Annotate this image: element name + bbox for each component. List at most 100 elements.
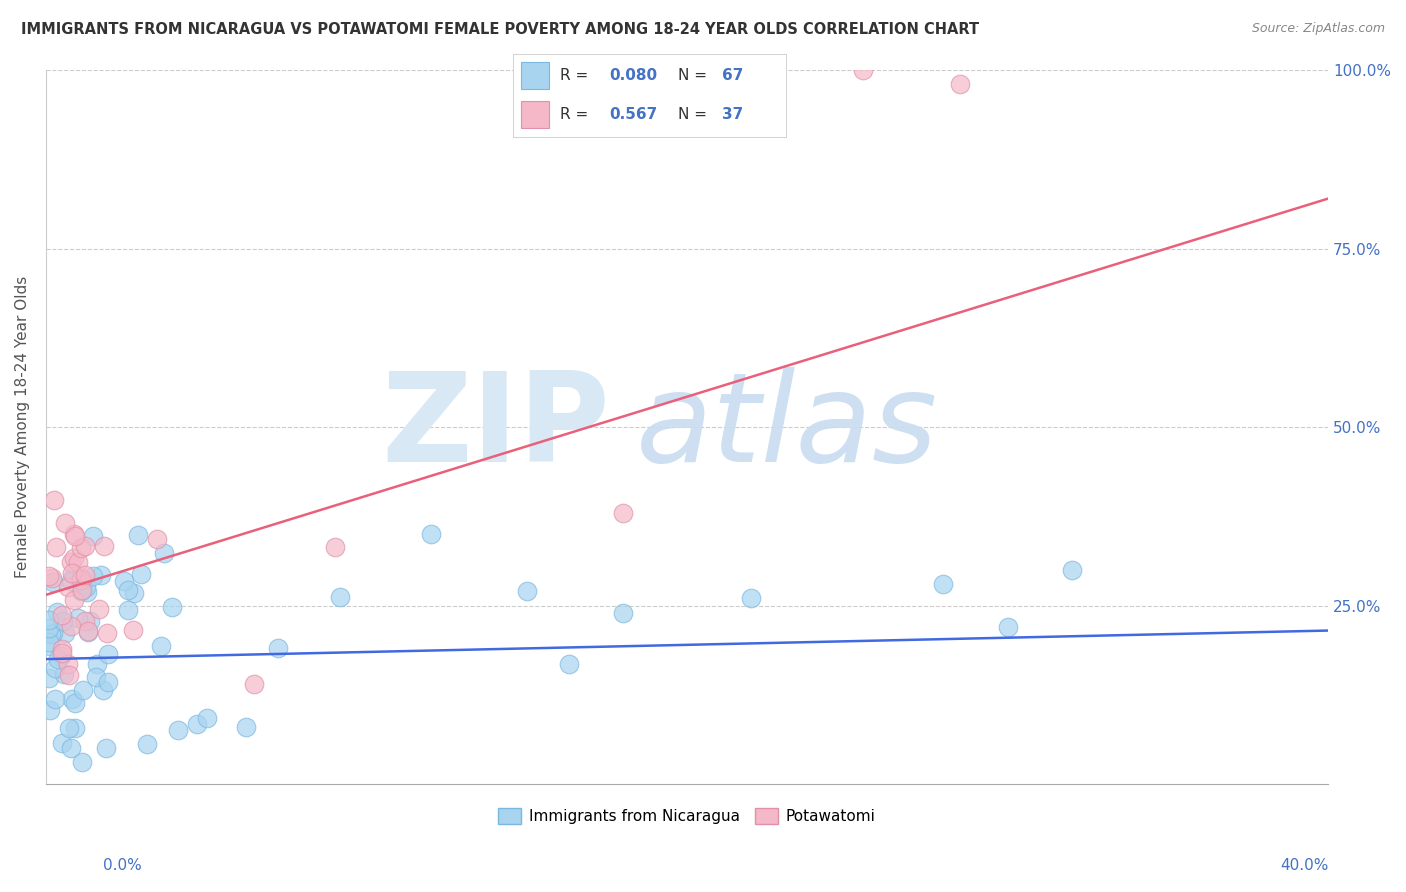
Text: 40.0%: 40.0% (1281, 858, 1329, 872)
Point (73, 614, 96, 628)
Legend: Immigrants from Nicaragua, Potawatomi: Immigrants from Nicaragua, Potawatomi (492, 802, 882, 830)
Point (72, 574, 94, 589)
Point (122, 624, 145, 638)
Point (612, 506, 634, 520)
Point (112, 574, 135, 588)
Point (127, 528, 149, 542)
Text: atlas: atlas (636, 367, 938, 488)
Point (84, 670, 107, 684)
Point (75, 580, 97, 594)
Point (740, 591, 762, 606)
Point (63, 526, 86, 541)
Point (45, 541, 67, 555)
Point (136, 737, 159, 751)
Point (46, 606, 69, 620)
Point (82, 569, 104, 583)
Point (75, 568, 97, 582)
Point (96, 626, 118, 640)
Text: IMMIGRANTS FROM NICARAGUA VS POTAWATOMI FEMALE POVERTY AMONG 18-24 YEAR OLDS COR: IMMIGRANTS FROM NICARAGUA VS POTAWATOMI … (21, 22, 979, 37)
Point (52, 667, 75, 681)
Point (89, 602, 111, 616)
Text: Source: ZipAtlas.com: Source: ZipAtlas.com (1251, 22, 1385, 36)
Point (70, 541, 93, 555)
Point (69, 584, 91, 599)
Point (153, 546, 176, 560)
Point (60, 555, 83, 569)
Point (93, 539, 115, 553)
Point (612, 606, 634, 620)
Point (51, 641, 73, 656)
Point (558, 657, 581, 672)
Point (79, 614, 101, 628)
Point (76, 585, 98, 599)
FancyBboxPatch shape (513, 54, 787, 138)
Point (62, 550, 84, 565)
Point (932, 577, 955, 591)
Point (86, 657, 108, 672)
Point (323, 540, 346, 554)
Point (516, 584, 538, 599)
Text: N =: N = (678, 68, 711, 83)
Point (62, 592, 84, 607)
Point (76, 625, 98, 640)
Point (70, 755, 93, 769)
Point (60, 566, 83, 581)
Point (96, 740, 118, 755)
Point (77, 624, 100, 638)
Point (56, 580, 79, 594)
Point (59, 619, 82, 633)
Point (149, 639, 172, 653)
Point (243, 677, 266, 691)
Point (131, 567, 153, 582)
Point (63, 568, 86, 582)
Point (70, 571, 93, 585)
Point (39, 703, 62, 717)
Point (46, 651, 69, 665)
Point (59, 740, 82, 755)
Point (97, 647, 120, 661)
Point (160, 600, 183, 615)
Text: N =: N = (678, 107, 711, 122)
Point (67, 610, 90, 624)
Point (38, 635, 60, 649)
Text: R =: R = (560, 68, 593, 83)
Point (235, 720, 257, 734)
Point (66, 555, 89, 569)
Point (41, 626, 63, 640)
Point (329, 591, 352, 605)
Text: 37: 37 (721, 107, 742, 122)
Point (82, 528, 104, 542)
Point (44, 492, 66, 507)
Point (267, 640, 290, 655)
Point (58, 721, 80, 735)
Point (166, 723, 188, 738)
Text: 67: 67 (721, 68, 742, 83)
Point (38, 569, 60, 583)
Point (91, 682, 114, 697)
Point (69, 573, 91, 587)
Point (117, 583, 139, 598)
Point (38, 621, 60, 635)
Point (70, 582, 93, 597)
Point (53, 516, 76, 530)
Point (122, 586, 145, 600)
Text: 0.567: 0.567 (609, 107, 658, 122)
Point (90, 567, 112, 582)
Point (44, 692, 66, 706)
Point (49, 648, 72, 663)
Point (75, 539, 97, 553)
Point (51, 737, 73, 751)
Bar (522, 101, 548, 128)
Point (58, 668, 80, 682)
Point (41, 571, 63, 585)
Point (72, 682, 94, 697)
Point (1060, 563, 1083, 577)
Text: 0.080: 0.080 (609, 68, 657, 83)
Point (60, 691, 83, 706)
Point (997, 620, 1019, 634)
Bar (522, 62, 548, 89)
Point (97, 675, 120, 690)
Point (195, 711, 218, 725)
Point (44, 661, 66, 675)
Point (63, 721, 86, 735)
